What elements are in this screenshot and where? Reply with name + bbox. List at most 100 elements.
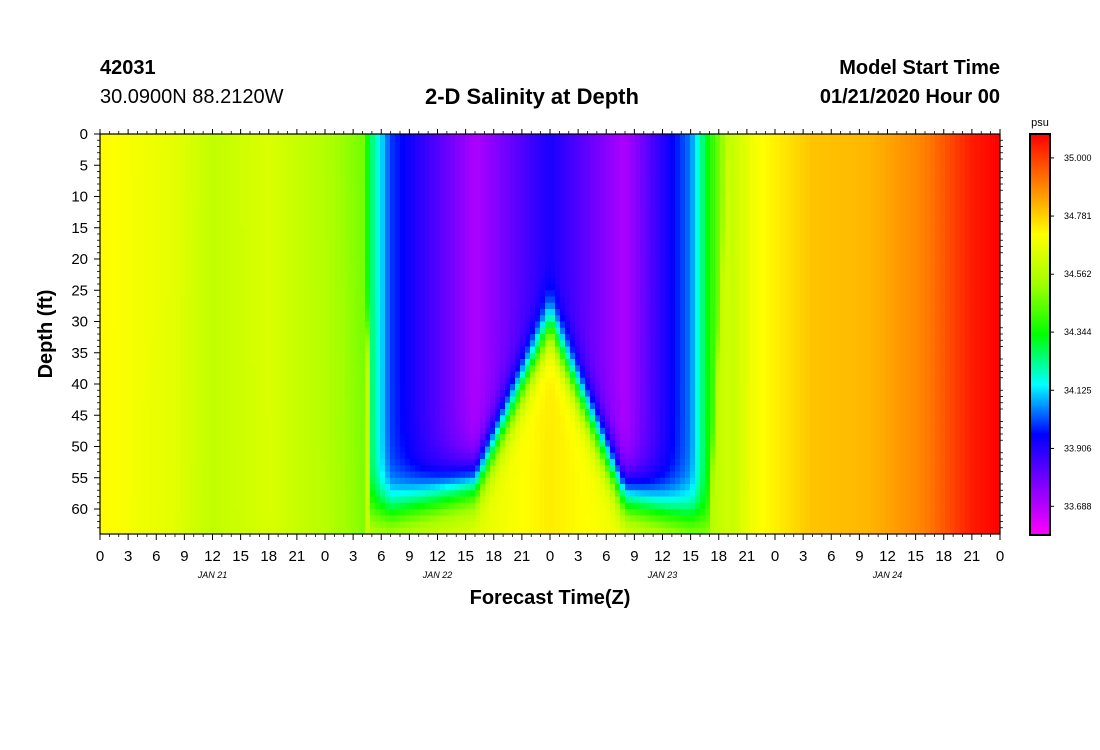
heatmap-cell xyxy=(135,427,141,435)
heatmap-cell xyxy=(250,340,256,348)
heatmap-cell xyxy=(355,302,361,310)
heatmap-cell xyxy=(140,202,146,210)
heatmap-cell xyxy=(400,409,406,416)
heatmap-cell xyxy=(475,152,481,160)
heatmap-cell xyxy=(220,159,226,166)
heatmap-cell xyxy=(405,334,411,341)
heatmap-cell xyxy=(330,146,336,154)
heatmap-cell xyxy=(365,346,371,354)
heatmap-cell xyxy=(455,390,461,398)
heatmap-cell xyxy=(270,321,276,329)
heatmap-cell xyxy=(300,152,306,160)
heatmap-cell xyxy=(100,159,106,166)
heatmap-cell xyxy=(340,484,346,491)
heatmap-cell xyxy=(450,446,456,454)
heatmap-cell xyxy=(275,521,281,529)
heatmap-cell xyxy=(410,346,416,354)
heatmap-cell xyxy=(260,334,266,341)
heatmap-cell xyxy=(130,290,136,298)
heatmap-cell xyxy=(370,252,376,260)
heatmap-cell xyxy=(135,409,141,416)
heatmap-cell xyxy=(380,134,386,141)
heatmap-cell xyxy=(315,190,321,198)
heatmap-cell xyxy=(285,521,291,529)
heatmap-cell xyxy=(395,346,401,354)
heatmap-cell xyxy=(300,384,306,391)
heatmap-cell xyxy=(420,221,426,229)
heatmap-cell xyxy=(395,165,401,173)
heatmap-cell xyxy=(375,277,381,285)
heatmap-cell xyxy=(195,202,201,210)
heatmap-cell xyxy=(485,409,491,416)
heatmap-cell xyxy=(155,421,161,429)
heatmap-cell xyxy=(145,452,151,460)
heatmap-cell xyxy=(415,340,421,348)
heatmap-cell xyxy=(310,221,316,229)
heatmap-cell xyxy=(125,159,131,166)
heatmap-cell xyxy=(325,309,331,316)
heatmap-cell xyxy=(105,202,111,210)
heatmap-cell xyxy=(305,146,311,154)
heatmap-cell xyxy=(110,215,116,223)
heatmap-cell xyxy=(150,277,156,285)
heatmap-cell xyxy=(315,290,321,298)
heatmap-cell xyxy=(325,352,331,360)
heatmap-cell xyxy=(365,490,371,498)
heatmap-cell xyxy=(350,209,356,216)
heatmap-cell xyxy=(345,134,351,141)
heatmap-cell xyxy=(155,390,161,398)
heatmap-cell xyxy=(335,459,341,466)
heatmap-cell xyxy=(315,234,321,241)
heatmap-cell xyxy=(295,296,301,304)
heatmap-cell xyxy=(125,190,131,198)
heatmap-cell xyxy=(260,234,266,241)
heatmap-cell xyxy=(275,365,281,373)
heatmap-cell xyxy=(230,140,236,148)
heatmap-cell xyxy=(470,221,476,229)
heatmap-cell xyxy=(150,296,156,304)
heatmap-cell xyxy=(340,490,346,498)
heatmap-cell xyxy=(195,334,201,341)
heatmap-cell xyxy=(115,321,121,329)
heatmap-cell xyxy=(165,465,171,473)
heatmap-cell xyxy=(315,246,321,254)
heatmap-cell xyxy=(425,309,431,316)
heatmap-cell xyxy=(120,302,126,310)
heatmap-cell xyxy=(445,490,451,498)
heatmap-cell xyxy=(355,152,361,160)
heatmap-cell xyxy=(440,296,446,304)
heatmap-cell xyxy=(330,315,336,323)
heatmap-cell xyxy=(260,377,266,385)
heatmap-cell xyxy=(225,521,231,529)
heatmap-cell xyxy=(120,452,126,460)
heatmap-cell xyxy=(105,240,111,248)
heatmap-cell xyxy=(150,309,156,316)
heatmap-cell xyxy=(355,502,361,510)
heatmap-cell xyxy=(260,459,266,466)
heatmap-cell xyxy=(150,152,156,160)
heatmap-cell xyxy=(300,465,306,473)
heatmap-cell xyxy=(405,384,411,391)
heatmap-cell xyxy=(140,246,146,254)
heatmap-cell xyxy=(460,190,466,198)
heatmap-cell xyxy=(345,340,351,348)
heatmap-cell xyxy=(400,384,406,391)
heatmap-cell xyxy=(235,434,241,441)
heatmap-cell xyxy=(225,452,231,460)
heatmap-cell xyxy=(335,384,341,391)
heatmap-cell xyxy=(280,165,286,173)
heatmap-cell xyxy=(190,321,196,329)
heatmap-cell xyxy=(330,377,336,385)
heatmap-cell xyxy=(365,340,371,348)
heatmap-cell xyxy=(305,290,311,298)
heatmap-cell xyxy=(405,234,411,241)
heatmap-cell xyxy=(395,152,401,160)
heatmap-cell xyxy=(420,471,426,479)
heatmap-cell xyxy=(405,465,411,473)
heatmap-cell xyxy=(245,334,251,341)
heatmap-cell xyxy=(240,227,246,235)
heatmap-cell xyxy=(300,327,306,335)
heatmap-cell xyxy=(460,146,466,154)
heatmap-cell xyxy=(325,259,331,266)
heatmap-cell xyxy=(140,415,146,423)
